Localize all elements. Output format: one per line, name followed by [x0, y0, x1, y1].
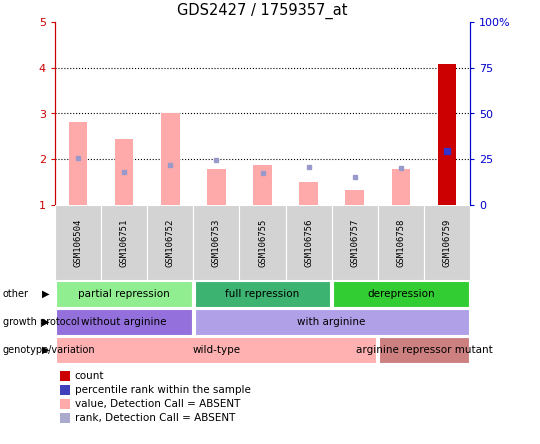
Bar [299, 182, 318, 205]
Text: with arginine: with arginine [298, 317, 366, 327]
Bar [438, 64, 456, 205]
Bar [55, 205, 101, 280]
Bar [332, 205, 378, 280]
Text: percentile rank within the sample: percentile rank within the sample [75, 385, 251, 395]
Text: GSM106758: GSM106758 [396, 218, 406, 267]
Text: wild-type: wild-type [192, 345, 240, 355]
Text: arginine repressor mutant: arginine repressor mutant [355, 345, 492, 355]
Text: full repression: full repression [225, 289, 300, 299]
Text: value, Detection Call = ABSENT: value, Detection Call = ABSENT [75, 399, 240, 409]
Bar [378, 205, 424, 280]
Text: without arginine: without arginine [82, 317, 167, 327]
Text: count: count [75, 371, 104, 381]
Text: GSM106757: GSM106757 [350, 218, 359, 267]
Text: genotype/variation: genotype/variation [3, 345, 96, 355]
Text: derepression: derepression [367, 289, 435, 299]
Bar [56, 309, 192, 335]
Text: GSM106756: GSM106756 [304, 218, 313, 267]
Bar [193, 205, 239, 280]
Text: GSM106504: GSM106504 [73, 218, 83, 267]
Bar [346, 190, 364, 205]
Text: partial repression: partial repression [78, 289, 170, 299]
Bar [147, 205, 193, 280]
Bar [56, 337, 376, 363]
Bar [115, 139, 133, 205]
Text: GSM106752: GSM106752 [166, 218, 175, 267]
Bar [333, 281, 469, 307]
Bar [286, 205, 332, 280]
Text: ▶: ▶ [42, 289, 50, 299]
Bar [56, 281, 192, 307]
Bar [195, 281, 330, 307]
Text: ▶: ▶ [42, 345, 50, 355]
Text: GSM106759: GSM106759 [442, 218, 451, 267]
Text: GSM106753: GSM106753 [212, 218, 221, 267]
Bar [101, 205, 147, 280]
Text: GSM106755: GSM106755 [258, 218, 267, 267]
Bar [207, 169, 226, 205]
Bar [239, 205, 286, 280]
Bar [424, 205, 470, 280]
Bar [253, 165, 272, 205]
Text: ▶: ▶ [42, 317, 50, 327]
Text: GSM106751: GSM106751 [120, 218, 129, 267]
Title: GDS2427 / 1759357_at: GDS2427 / 1759357_at [177, 3, 348, 19]
Bar [195, 309, 469, 335]
Text: growth protocol: growth protocol [3, 317, 79, 327]
Bar [438, 64, 456, 205]
Text: rank, Detection Call = ABSENT: rank, Detection Call = ABSENT [75, 413, 235, 423]
Bar [392, 169, 410, 205]
Bar [69, 122, 87, 205]
Bar [161, 113, 179, 205]
Bar [379, 337, 469, 363]
Text: other: other [3, 289, 29, 299]
